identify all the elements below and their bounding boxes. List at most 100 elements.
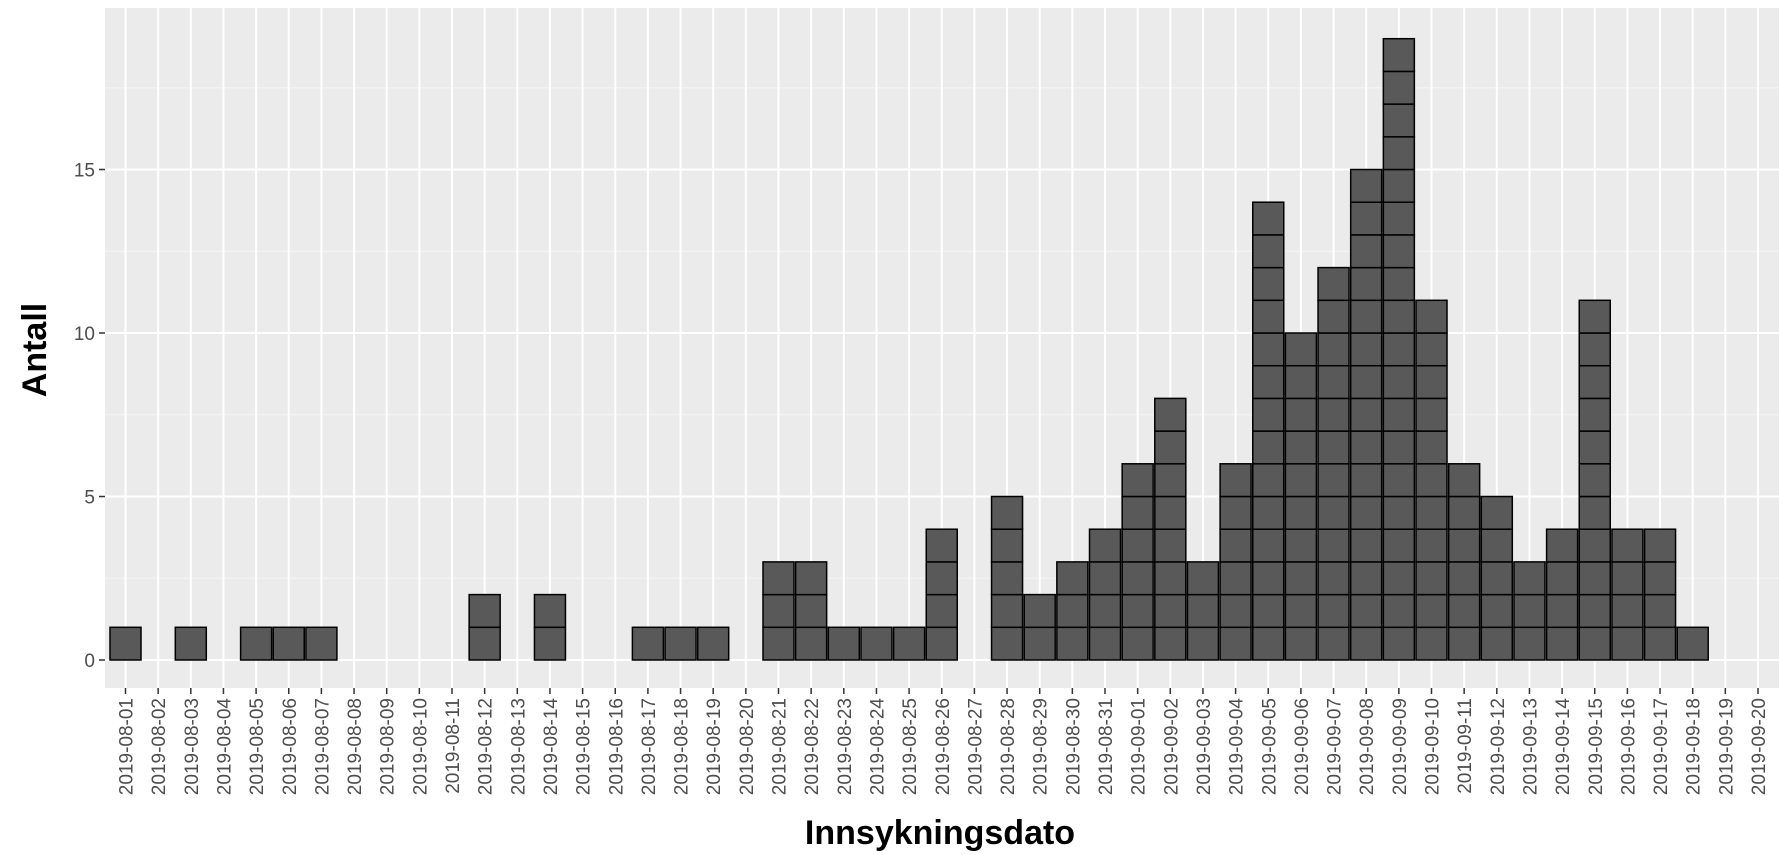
x-tick-label: 2019-09-19: [1716, 698, 1737, 795]
bar-segment: [1219, 528, 1252, 563]
bar-segment: [1611, 626, 1644, 661]
bar-segment: [1121, 463, 1154, 498]
bar-segment: [1154, 397, 1187, 432]
x-tick-label: 2019-08-24: [867, 698, 888, 796]
bar-segment: [1578, 364, 1611, 400]
bar-segment: [1545, 593, 1579, 629]
bar-segment: [794, 561, 828, 596]
bar-segment: [1349, 463, 1383, 498]
bar-segment: [1382, 299, 1416, 334]
bar-segment: [1349, 397, 1383, 432]
bar-segment: [1578, 430, 1611, 465]
bar-segment: [1643, 626, 1677, 661]
bar-segment: [1317, 463, 1350, 498]
bar-segment: [1382, 103, 1416, 138]
bar-segment: [1545, 528, 1579, 563]
bar-segment: [925, 593, 958, 629]
bar-segment: [1056, 593, 1089, 629]
bar-segment: [1349, 266, 1383, 302]
bar-segment: [1284, 495, 1318, 530]
bar-segment: [1154, 495, 1187, 530]
bar-segment: [1415, 430, 1448, 465]
bar-segment: [1611, 528, 1644, 563]
bar-segment: [1284, 364, 1318, 400]
bar-segment: [1154, 593, 1187, 629]
bar-segment: [1382, 463, 1416, 498]
bar-segment: [696, 626, 730, 661]
x-tick-label: 2019-08-23: [835, 698, 856, 795]
bar-segment: [1317, 561, 1350, 596]
bar-segment: [827, 626, 861, 661]
bar-segment: [272, 626, 305, 661]
bar-segment: [1317, 266, 1350, 302]
bar-segment: [1447, 626, 1481, 661]
bar-segment: [1578, 397, 1611, 432]
bar-segment: [1349, 593, 1383, 629]
x-tick-label: 2019-08-12: [476, 698, 497, 795]
x-tick-label: 2019-08-06: [280, 698, 301, 795]
bar-segment: [1382, 332, 1416, 367]
x-tick-label: 2019-09-11: [1455, 698, 1476, 794]
x-tick-label: 2019-09-03: [1194, 698, 1215, 795]
x-axis-ticks: 2019-08-01 2019-08-02 2019-08-03 2019-08-04…: [117, 688, 1770, 796]
x-tick-label: 2019-09-07: [1325, 698, 1346, 795]
bar-segment: [1513, 593, 1546, 629]
bar-segment: [1252, 201, 1285, 236]
y-tick-label: 15: [74, 161, 95, 182]
x-tick-label: 2019-08-18: [672, 698, 693, 795]
bar-segment: [1154, 626, 1187, 661]
bar-segment: [1317, 626, 1350, 661]
x-tick-label: 2019-09-05: [1259, 698, 1280, 795]
bar-segment: [1382, 528, 1416, 563]
bar-segment: [1121, 528, 1154, 563]
bar-segment: [1056, 626, 1089, 661]
bar-segment: [1317, 430, 1350, 465]
x-tick-label: 2019-08-26: [933, 698, 954, 795]
bar-segment: [1415, 593, 1448, 629]
bar-segment: [1252, 397, 1285, 432]
bar-segment: [925, 528, 958, 563]
bar-segment: [1252, 528, 1285, 563]
x-tick-label: 2019-08-14: [541, 698, 562, 796]
bar-segment: [1382, 430, 1416, 465]
bar-segment: [1643, 528, 1677, 563]
bar-segment: [1219, 626, 1252, 661]
x-tick-label: 2019-09-20: [1749, 698, 1770, 795]
bar-segment: [1252, 561, 1285, 596]
x-tick-label: 2019-09-06: [1292, 698, 1313, 795]
bar-segment: [990, 593, 1024, 629]
bar-segment: [1578, 463, 1611, 498]
y-tick-label: 5: [84, 488, 95, 509]
bar-segment: [1349, 430, 1383, 465]
x-tick-label: 2019-09-12: [1488, 698, 1509, 795]
x-tick-label: 2019-08-02: [149, 698, 170, 795]
bar-segment: [1088, 626, 1122, 661]
bar-segment: [1252, 626, 1285, 661]
bar-segment: [1349, 234, 1383, 269]
bar-segment: [1382, 593, 1416, 629]
bar-segment: [1317, 495, 1350, 530]
bar-segment: [925, 561, 958, 596]
x-tick-label: 2019-09-15: [1586, 698, 1607, 795]
bar-segment: [1219, 495, 1252, 530]
bar-segment: [1415, 495, 1448, 530]
x-tick-label: 2019-09-09: [1390, 698, 1411, 795]
bar-segment: [1154, 561, 1187, 596]
bar-segment: [1415, 397, 1448, 432]
bar-segment: [1513, 561, 1546, 596]
bar-segment: [1284, 463, 1318, 498]
x-tick-label: 2019-09-02: [1161, 698, 1182, 795]
bar-segment: [1643, 593, 1677, 629]
bar-segment: [1317, 332, 1350, 367]
x-axis-label: Innsykningsdato: [805, 814, 1075, 852]
bar-segment: [1284, 332, 1318, 367]
bar-segment: [1317, 397, 1350, 432]
x-tick-label: 2019-09-13: [1520, 698, 1541, 795]
bar-segment: [1480, 593, 1514, 629]
x-tick-label: 2019-08-10: [410, 698, 431, 795]
bar-segment: [1154, 430, 1187, 465]
bar-segment: [1349, 168, 1383, 203]
x-tick-label: 2019-08-30: [1063, 698, 1084, 795]
x-tick-label: 2019-08-04: [214, 698, 235, 796]
